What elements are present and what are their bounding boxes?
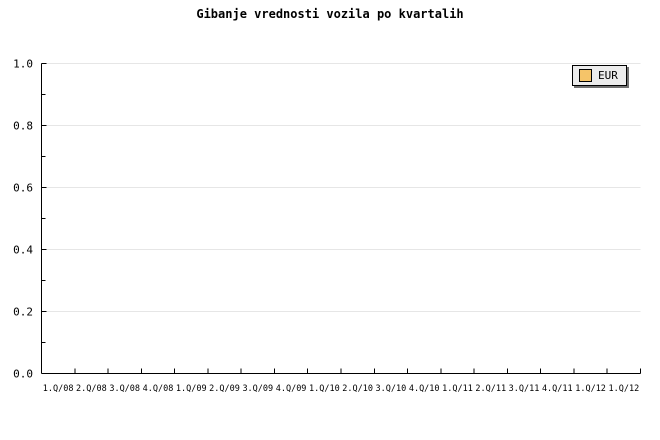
x-tick-label: 1.Q/10 [309, 384, 340, 394]
x-tick-label: 2.Q/09 [209, 384, 240, 394]
x-tick-label: 1.Q/11 [442, 384, 473, 394]
y-tick-label: 0.4 [13, 244, 33, 257]
y-tick-label: 0.8 [13, 120, 33, 133]
chart-title: Gibanje vrednosti vozila po kvartalih [196, 7, 464, 21]
legend: EUR [572, 65, 627, 86]
x-tick-label: 4.Q/11 [542, 384, 573, 394]
x-tick-label: 3.Q/08 [109, 384, 140, 394]
x-tick-label: 1.Q/12 [609, 384, 640, 394]
x-tick-label: 4.Q/08 [143, 384, 174, 394]
x-tick-label: 3.Q/09 [242, 384, 273, 394]
legend-swatch-eur [579, 69, 592, 82]
x-tick-label: 2.Q/08 [76, 384, 107, 394]
x-tick-label: 1.Q/08 [43, 384, 74, 394]
x-tick-label: 3.Q/11 [509, 384, 540, 394]
x-tick-label: 1.Q/12 [575, 384, 606, 394]
x-tick-label: 2.Q/10 [342, 384, 373, 394]
y-tick-label: 1.0 [13, 58, 33, 71]
y-tick-label: 0.6 [13, 182, 33, 195]
x-tick-label: 1.Q/09 [176, 384, 207, 394]
x-tick-label: 3.Q/10 [376, 384, 407, 394]
y-tick-label: 0.2 [13, 306, 33, 319]
x-tick-label: 4.Q/09 [276, 384, 307, 394]
x-tick-label: 2.Q/11 [475, 384, 506, 394]
legend-label-eur: EUR [598, 69, 618, 82]
x-tick-label: 4.Q/10 [409, 384, 440, 394]
y-tick-label: 0.0 [13, 368, 33, 381]
